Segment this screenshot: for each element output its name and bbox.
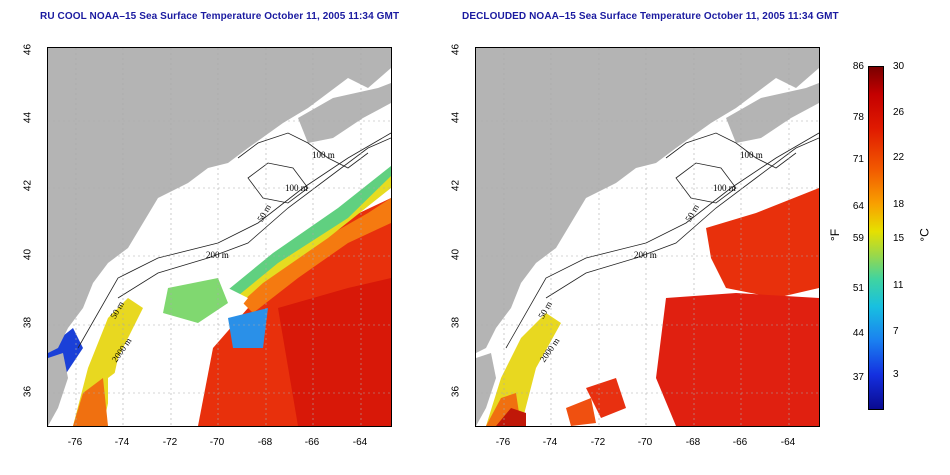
right-xtick-66: -66 [732, 437, 748, 448]
right-sst-map[interactable] [475, 47, 820, 427]
left-xtick-68: -68 [257, 437, 273, 448]
right-grid [476, 48, 819, 426]
right-ytick-40: 40 [450, 248, 462, 261]
right-land-lower [476, 353, 496, 426]
right-warm-patch [586, 378, 626, 418]
left-orange-band [238, 198, 391, 313]
right-contour-shelf [665, 132, 797, 169]
temperature-colorbar [868, 66, 884, 410]
left-land-islands [298, 83, 391, 143]
left-grid [48, 48, 391, 426]
colorbar-f-51: 51 [852, 283, 864, 294]
colorbar-f-64: 64 [852, 201, 864, 212]
left-ytick-42: 42 [22, 179, 34, 192]
left-ytick-36: 36 [22, 385, 34, 398]
colorbar-f-44: 44 [852, 328, 864, 339]
colorbar-c-7: 7 [893, 326, 899, 337]
left-contour-shelf [237, 132, 369, 169]
right-ytick-46: 46 [450, 43, 462, 56]
left-warm-patch [278, 278, 391, 426]
colorbar-f-78: 78 [852, 112, 864, 123]
right-xtick-70: -70 [637, 437, 653, 448]
right-xtick-68: -68 [685, 437, 701, 448]
right-label-100a: 100 m [740, 150, 763, 160]
left-ytick-40: 40 [22, 248, 34, 261]
left-xtick-74: -74 [114, 437, 130, 448]
colorbar-f-59: 59 [852, 233, 864, 244]
colorbar-c-18: 18 [893, 199, 905, 210]
right-xtick-64: -64 [780, 437, 796, 448]
right-panel-title: DECLOUDED NOAA–15 Sea Surface Temperatur… [462, 11, 839, 22]
colorbar-f-37: 37 [852, 372, 864, 383]
right-xtick-74: -74 [542, 437, 558, 448]
right-contour-100 [545, 137, 819, 299]
colorbar-celsius-unit: °C [917, 228, 932, 242]
left-label-200: 200 m [206, 250, 229, 260]
left-green-band [218, 166, 391, 308]
colorbar-c-11: 11 [893, 280, 904, 291]
right-map-graphic [476, 48, 819, 426]
left-sst-map[interactable] [47, 47, 392, 427]
right-warm-water-north [706, 188, 819, 298]
right-ytick-42: 42 [450, 179, 462, 192]
right-label-100b: 100 m [713, 183, 736, 193]
left-ytick-46: 46 [22, 43, 34, 56]
right-ytick-44: 44 [450, 111, 462, 124]
left-ytick-44: 44 [22, 111, 34, 124]
left-coastal-orange [73, 378, 108, 426]
left-green-patch [163, 278, 228, 323]
left-label-100b: 100 m [285, 183, 308, 193]
colorbar-c-26: 26 [893, 107, 905, 118]
right-contour-200 [505, 132, 819, 349]
right-label-200: 200 m [634, 250, 657, 260]
left-contour-100 [117, 137, 391, 299]
left-map-graphic [48, 48, 391, 426]
left-xtick-76: -76 [67, 437, 83, 448]
right-land-islands [726, 83, 819, 143]
left-label-100a: 100 m [312, 150, 335, 160]
colorbar-fahrenheit-unit: °F [828, 228, 843, 242]
left-panel-title: RU COOL NOAA–15 Sea Surface Temperature … [40, 11, 400, 22]
left-white-cloud [108, 348, 198, 426]
right-warm-mid [566, 398, 596, 426]
right-coastal-red [496, 408, 526, 426]
colorbar-c-3: 3 [893, 369, 899, 380]
right-ytick-36: 36 [450, 385, 462, 398]
right-xtick-72: -72 [590, 437, 606, 448]
right-ytick-38: 38 [450, 316, 462, 329]
colorbar-f-86: 86 [852, 61, 864, 72]
left-xtick-64: -64 [352, 437, 368, 448]
colorbar-c-30: 30 [893, 61, 905, 72]
colorbar-f-71: 71 [852, 154, 864, 165]
right-xtick-76: -76 [495, 437, 511, 448]
left-xtick-70: -70 [209, 437, 225, 448]
left-xtick-66: -66 [304, 437, 320, 448]
left-blue-patch [228, 308, 268, 348]
left-land-lower [48, 353, 68, 426]
colorbar-c-22: 22 [893, 152, 905, 163]
right-land [476, 48, 819, 353]
left-xtick-72: -72 [162, 437, 178, 448]
left-land [48, 48, 391, 353]
right-warm-water-south [656, 293, 819, 426]
left-contour-200 [77, 132, 391, 349]
colorbar-c-15: 15 [893, 233, 905, 244]
left-ytick-38: 38 [22, 316, 34, 329]
